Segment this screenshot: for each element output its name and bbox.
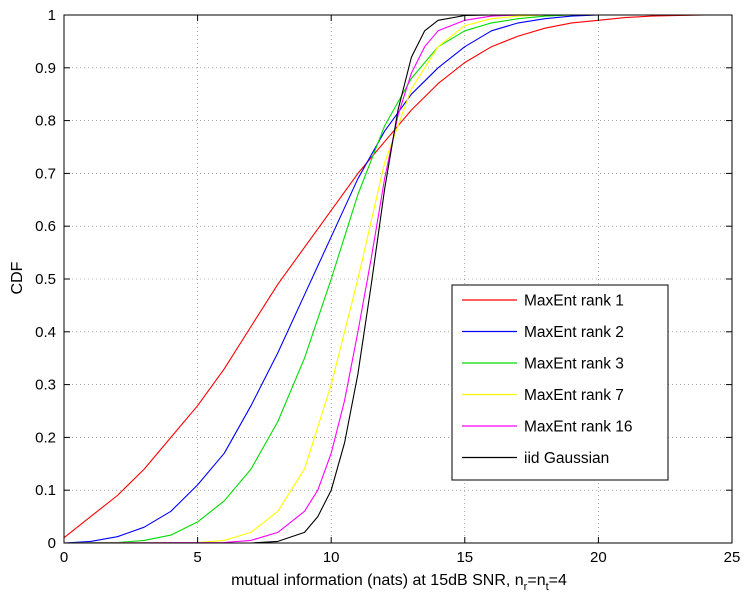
x-axis-label-eq: =n	[527, 572, 545, 589]
series-line-2	[63, 14, 599, 544]
series-line-6	[64, 14, 492, 544]
y-tick-label: 0.3	[35, 377, 56, 394]
x-tick-label: 0	[60, 549, 68, 566]
series-layer	[63, 14, 706, 544]
series-line-3	[63, 14, 572, 544]
legend-box	[451, 284, 669, 481]
legend-label-4: MaxEnt rank 7	[524, 387, 624, 404]
legend-label-2: MaxEnt rank 2	[524, 324, 624, 341]
x-tick-label: 5	[193, 549, 201, 566]
y-axis-label: CDF	[9, 261, 26, 294]
y-tick-label: 0.9	[35, 60, 56, 77]
x-tick-label: 10	[323, 549, 340, 566]
x-axis-label-main: mutual information (nats) at 15dB SNR, n	[231, 572, 524, 589]
y-tick-label: 0.1	[35, 482, 56, 499]
legend-label-6: iid Gaussian	[524, 450, 609, 467]
y-tick-label: 0.8	[35, 113, 56, 130]
x-axis-label-sub-r: r	[524, 581, 528, 593]
y-tick-label: 0.2	[35, 429, 56, 446]
x-axis-label-sub-t: t	[546, 581, 549, 593]
ticks-layer: 0 5 10 15 20 25 0 0.1 0.2 0.3 0.4 0.5 0.6 0.7 0.8 0.9 1	[35, 7, 740, 566]
y-tick-label: 0.5	[35, 271, 56, 288]
series-line-4	[63, 14, 546, 544]
x-tick-label: 15	[456, 549, 473, 566]
legend: MaxEnt rank 1 MaxEnt rank 2 MaxEnt rank 3 M…	[451, 284, 669, 481]
series-line-5	[63, 14, 519, 544]
x-tick-label: 25	[724, 549, 741, 566]
legend-label-3: MaxEnt rank 3	[524, 356, 624, 373]
y-tick-label: 0	[48, 535, 56, 552]
x-tick-label: 20	[590, 549, 607, 566]
y-tick-label: 0.7	[35, 165, 56, 182]
legend-label-1: MaxEnt rank 1	[524, 293, 624, 310]
y-tick-label: 0.4	[35, 324, 56, 341]
x-axis-label: mutual information (nats) at 15dB SNR, n…	[231, 572, 567, 593]
y-tick-label: 1	[48, 7, 56, 24]
y-tick-label: 0.6	[35, 218, 56, 235]
x-axis-label-tail: =4	[549, 572, 567, 589]
legend-label-5: MaxEnt rank 16	[524, 419, 633, 436]
